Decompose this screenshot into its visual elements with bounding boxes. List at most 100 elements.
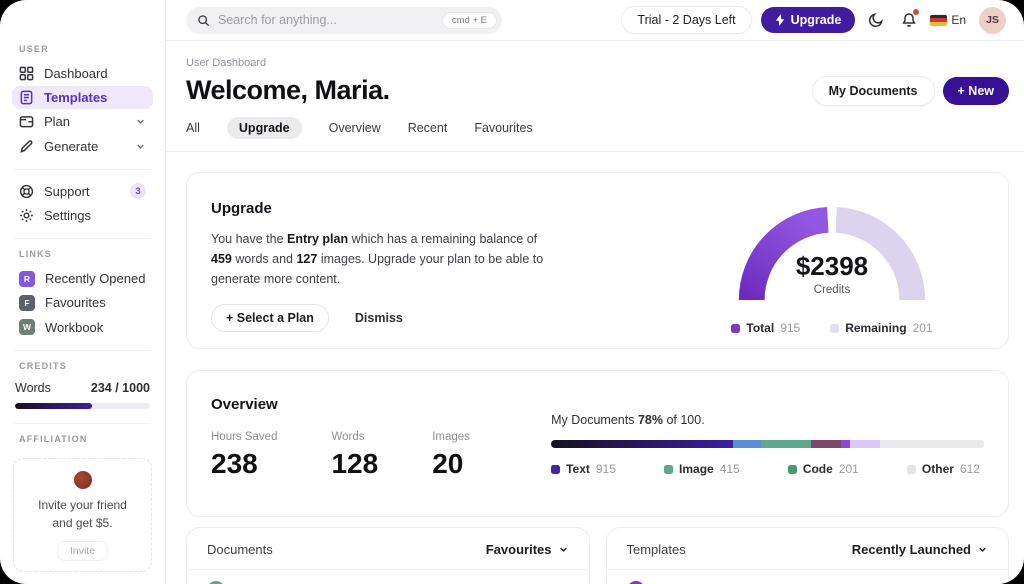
trial-status-badge: Trial - 2 Days Left	[621, 6, 752, 34]
progress-segment	[849, 440, 881, 448]
bell-icon	[902, 13, 917, 27]
sidebar-item-label: Dashboard	[44, 66, 108, 82]
images-balance: 127	[296, 251, 318, 266]
tab-upgrade[interactable]: Upgrade	[226, 117, 302, 139]
sidebar-section-user: USER	[19, 44, 49, 54]
legend-label: Code	[802, 462, 833, 476]
sidebar-section-links: LINKS	[19, 249, 52, 260]
document-list-item[interactable]: Untitled Document in Workbook	[187, 570, 589, 584]
templates-filter-dropdown[interactable]: Recently Launched	[852, 542, 988, 557]
progress-segment	[732, 440, 762, 448]
search-input[interactable]: Search for anything... cmd + E	[186, 6, 502, 34]
progress-segment	[810, 440, 842, 448]
progress-segment	[880, 440, 984, 448]
documents-card-header: Documents Favourites	[187, 528, 589, 570]
stat-label: Images	[432, 431, 470, 443]
select-plan-button[interactable]: + Select a Plan	[211, 304, 329, 333]
sidebar-item-dashboard[interactable]: Dashboard	[12, 62, 153, 85]
new-button[interactable]: + New	[942, 76, 1009, 105]
plan-name: Entry plan	[287, 232, 349, 246]
page-content: User Dashboard Welcome, Maria. My Docume…	[166, 41, 1024, 584]
dismiss-button[interactable]: Dismiss	[354, 311, 403, 326]
sidebar-link-recently-opened[interactable]: R Recently Opened	[12, 267, 153, 290]
stat-images: Images 20	[432, 431, 470, 480]
sidebar-item-support[interactable]: Support 3	[12, 180, 153, 203]
affiliation-card: Invite your friend and get $5. Invite	[13, 458, 152, 572]
filter-label: Favourites	[485, 542, 552, 557]
template-icon	[626, 581, 645, 584]
documents-progress: My Documents 78% of 100. Text 915 Image …	[551, 389, 984, 498]
generate-icon	[20, 139, 33, 153]
stat-hours-saved: Hours Saved 238	[211, 431, 277, 480]
tab-overview[interactable]: Overview	[328, 121, 381, 135]
search-icon	[198, 14, 210, 26]
legend-label: Text	[566, 462, 590, 476]
progress-segment	[841, 440, 850, 448]
german-flag-icon	[930, 14, 948, 26]
plan-icon	[19, 116, 34, 128]
affiliation-line2: and get $5.	[52, 515, 113, 530]
sidebar-item-templates[interactable]: Templates	[12, 86, 153, 110]
legend-code: Code 201	[787, 462, 859, 476]
gauge-track-arc	[835, 207, 926, 301]
chevron-down-icon	[137, 144, 144, 149]
legend-label: Remaining	[845, 321, 907, 335]
sidebar: USER Dashboard Templates Plan Generate S…	[0, 0, 166, 584]
legend-value: 915	[595, 462, 616, 476]
notifications-button[interactable]	[897, 8, 921, 32]
image-swatch	[664, 464, 674, 474]
language-label: En	[951, 13, 966, 27]
support-badge: 3	[130, 183, 146, 200]
invite-button[interactable]: Invite	[56, 540, 109, 561]
sidebar-link-workbook[interactable]: W Workbook	[12, 316, 153, 339]
template-list-item[interactable]: Blog Post Title in Workbook	[607, 570, 1009, 584]
content-divider	[166, 151, 1024, 152]
recently-opened-badge-icon: R	[19, 270, 35, 287]
sidebar-item-label: Plan	[44, 114, 71, 130]
tab-recent[interactable]: Recent	[407, 121, 448, 135]
language-selector[interactable]: En	[930, 8, 966, 32]
caption-text: of 100.	[662, 413, 705, 427]
user-avatar[interactable]: JS	[979, 6, 1006, 34]
credits-gauge: $2398 Credits Total 915 Remaining 201	[706, 193, 958, 335]
workbook-badge-icon: W	[19, 319, 35, 336]
sidebar-divider	[14, 168, 151, 170]
sidebar-section-affiliation: AFFILIATION	[19, 434, 88, 445]
upgrade-button[interactable]: Upgrade	[760, 7, 856, 33]
total-swatch	[731, 323, 741, 333]
sidebar-item-plan[interactable]: Plan	[12, 110, 153, 133]
credits-label: Words	[15, 380, 51, 395]
documents-card-title: Documents	[207, 542, 273, 557]
dark-mode-toggle[interactable]	[864, 8, 888, 32]
stat-label: Hours Saved	[211, 431, 278, 443]
sidebar-item-settings[interactable]: Settings	[12, 204, 153, 227]
moon-icon	[869, 13, 884, 28]
progress-caption: My Documents 78% of 100.	[551, 413, 984, 427]
dashboard-icon	[19, 66, 34, 81]
affiliation-line1: Invite your friend	[38, 498, 127, 513]
legend-image: Image 415	[664, 462, 740, 476]
stat-value: 128	[331, 448, 379, 479]
document-icon	[207, 581, 225, 584]
tab-favourites[interactable]: Favourites	[474, 121, 533, 135]
chevron-down-icon	[979, 547, 986, 552]
my-documents-button[interactable]: My Documents	[811, 75, 935, 106]
remaining-swatch	[830, 323, 840, 333]
sidebar-item-label: Recently Opened	[45, 271, 146, 287]
gauge-center-text: $2398 Credits	[706, 251, 958, 296]
sidebar-divider	[14, 238, 151, 240]
upgrade-card-body: You have the Entry plan which has a rema…	[211, 230, 546, 289]
filter-label: Recently Launched	[851, 542, 971, 557]
progress-legend: Text 915 Image 415 Code 201	[551, 462, 984, 476]
sidebar-item-generate[interactable]: Generate	[12, 135, 153, 158]
tab-all[interactable]: All	[186, 121, 200, 135]
affiliation-text: Invite your friend and get $5.	[22, 497, 143, 532]
sidebar-divider	[14, 349, 151, 351]
upgrade-card-title: Upgrade	[211, 200, 272, 217]
notification-dot	[913, 9, 920, 15]
sidebar-link-favourites[interactable]: F Favourites	[12, 291, 153, 314]
documents-filter-dropdown[interactable]: Favourites	[486, 542, 569, 557]
legend-value: 201	[838, 462, 859, 476]
stat-value: 238	[211, 448, 258, 479]
